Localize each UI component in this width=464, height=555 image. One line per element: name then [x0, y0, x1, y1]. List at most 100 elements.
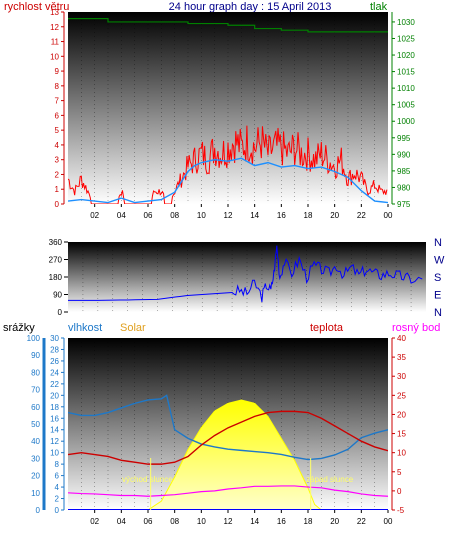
- temperature-ytick-label: -5: [397, 506, 405, 515]
- temperature-ytick-label: 15: [397, 430, 406, 439]
- wind-xtick-label: 00: [384, 211, 393, 220]
- temperature-series-line: [68, 410, 388, 465]
- weather-xtick-label: 12: [224, 517, 233, 526]
- pressure-ytick-label: 1030: [397, 18, 415, 27]
- humidity-ytick-label: 28: [50, 345, 59, 354]
- wind-xtick-label: 16: [277, 211, 286, 220]
- humidity-ytick-label: 14: [50, 426, 59, 435]
- pressure-ytick-label: 995: [397, 134, 411, 143]
- wind-xtick-label: 02: [90, 211, 99, 220]
- dewpoint-series-line: [68, 485, 388, 497]
- wind-ytick-label: 10: [50, 52, 59, 61]
- wind-ytick-label: 12: [50, 23, 59, 32]
- sunrise-label: východ slunce: [122, 475, 173, 484]
- weather-xtick-label: 02: [90, 517, 99, 526]
- weather-xtick-label: 06: [144, 517, 153, 526]
- temperature-ytick-label: 20: [397, 410, 406, 419]
- temperature-ytick-label: 35: [397, 353, 406, 362]
- wind-xtick-label: 10: [197, 211, 206, 220]
- weather-xtick-label: 22: [357, 517, 366, 526]
- humidity-ytick-label: 2: [55, 495, 60, 504]
- wind-ytick-label: 8: [55, 82, 60, 91]
- weather-xtick-label: 16: [277, 517, 286, 526]
- direction-ytick-label: 90: [53, 291, 62, 300]
- humidity-series-line: [68, 394, 388, 461]
- wind-xtick-label: 12: [224, 211, 233, 220]
- rain-ytick-label: 60: [31, 403, 40, 412]
- rain-ytick-label: 40: [31, 437, 40, 446]
- pressure-ytick-label: 1025: [397, 34, 415, 43]
- sunset-label: západ slunce: [306, 475, 354, 484]
- rain-ytick-label: 10: [31, 489, 40, 498]
- humidity-ytick-label: 0: [55, 506, 60, 515]
- weather-xtick-label: 04: [117, 517, 126, 526]
- pressure-ytick-label: 1015: [397, 68, 415, 77]
- temperature-ytick-label: 10: [397, 449, 406, 458]
- dewpoint-axis-label: rosný bod: [392, 322, 440, 334]
- humidity-ytick-label: 12: [50, 437, 59, 446]
- temperature-ytick-label: 25: [397, 391, 406, 400]
- rain-ytick-label: 80: [31, 368, 40, 377]
- weather-xtick-label: 10: [197, 517, 206, 526]
- wind-ytick-label: 3: [55, 156, 60, 165]
- compass-label: N: [434, 307, 442, 319]
- compass-label: E: [434, 290, 441, 302]
- direction-ytick-label: 360: [49, 238, 63, 247]
- weather-xtick-label: 18: [304, 517, 313, 526]
- wind-ytick-label: 0: [55, 200, 60, 209]
- rain-ytick-label: 20: [31, 472, 40, 481]
- rain-ytick-label: 70: [31, 386, 40, 395]
- rain-ytick-label: 50: [31, 420, 40, 429]
- rain-axis-label: srážky: [3, 322, 35, 334]
- wind-ytick-label: 2: [55, 170, 60, 179]
- rain-ytick-label: 30: [31, 454, 40, 463]
- temperature-ytick-label: 5: [397, 468, 402, 477]
- wind-xtick-label: 14: [250, 211, 259, 220]
- direction-ytick-label: 270: [49, 256, 63, 265]
- compass-label: W: [434, 255, 445, 267]
- wind-xtick-label: 20: [330, 211, 339, 220]
- wind-ytick-label: 1: [55, 185, 60, 194]
- gust-series-line: [68, 125, 388, 204]
- pressure-ytick-label: 1005: [397, 101, 415, 110]
- humidity-ytick-label: 24: [50, 368, 59, 377]
- humidity-ytick-label: 6: [55, 472, 60, 481]
- weather-xtick-label: 20: [330, 517, 339, 526]
- humidity-ytick-label: 4: [55, 483, 60, 492]
- pressure-ytick-label: 980: [397, 183, 411, 192]
- plot-area-direction: [68, 242, 426, 312]
- wind-xtick-label: 18: [304, 211, 313, 220]
- compass-label: N: [434, 237, 442, 249]
- humidity-ytick-label: 10: [50, 449, 59, 458]
- direction-ytick-label: 180: [49, 273, 63, 282]
- humidity-ytick-label: 30: [50, 334, 59, 343]
- humidity-ytick-label: 26: [50, 357, 59, 366]
- rain-ytick-label: 0: [36, 506, 41, 515]
- pressure-ytick-label: 1000: [397, 117, 415, 126]
- weather-xtick-label: 14: [250, 517, 259, 526]
- wind-ytick-label: 9: [55, 67, 60, 76]
- pressure-ytick-label: 985: [397, 167, 411, 176]
- humidity-axis-label: vlhkost: [68, 322, 102, 334]
- wind-average-series-line: [68, 157, 388, 204]
- pressure-ytick-label: 1010: [397, 84, 415, 93]
- direction-series-line: [68, 245, 423, 303]
- solar-axis-label: Solar: [120, 322, 146, 334]
- wind-ytick-label: 4: [55, 141, 60, 150]
- wind-ytick-label: 6: [55, 111, 60, 120]
- wind-ytick-label: 7: [55, 97, 60, 106]
- temperature-ytick-label: 0: [397, 487, 402, 496]
- right-axis-label: tlak: [370, 1, 388, 13]
- pressure-ytick-label: 1020: [397, 51, 415, 60]
- rain-ytick-label: 100: [27, 334, 41, 343]
- humidity-ytick-label: 20: [50, 391, 59, 400]
- pressure-ytick-label: 975: [397, 200, 411, 209]
- wind-xtick-label: 04: [117, 211, 126, 220]
- weather-xtick-label: 08: [170, 517, 179, 526]
- humidity-ytick-label: 16: [50, 414, 59, 423]
- pressure-series-line: [68, 18, 388, 33]
- pressure-ytick-label: 990: [397, 150, 411, 159]
- direction-ytick-label: 0: [58, 308, 63, 317]
- humidity-ytick-label: 18: [50, 403, 59, 412]
